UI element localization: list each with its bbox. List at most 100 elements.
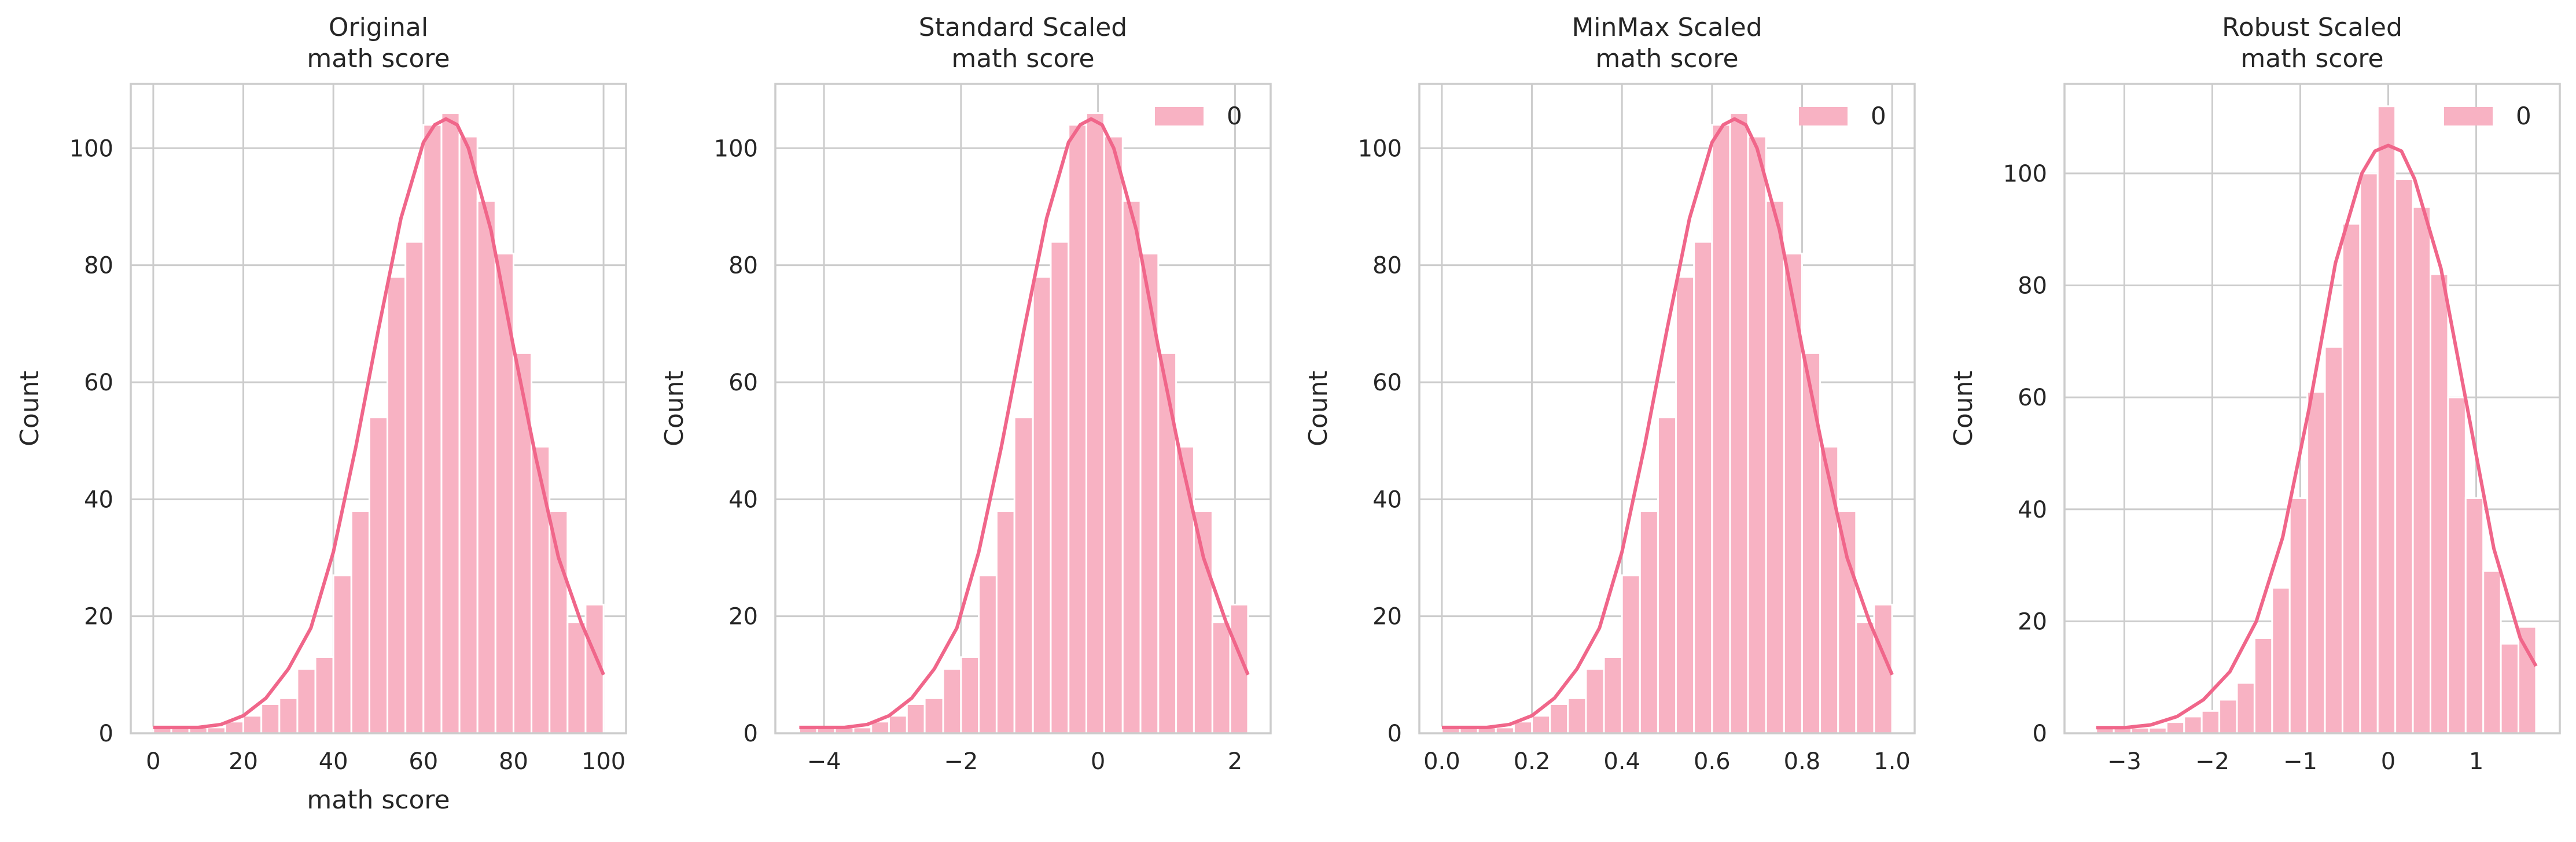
histogram-bar — [2359, 172, 2379, 734]
histogram-bar — [2447, 396, 2467, 734]
histogram-bar — [1567, 697, 1587, 734]
legend: 0 — [1155, 102, 1242, 130]
legend-swatch — [1155, 107, 1204, 125]
x-tick-label: 60 — [409, 748, 438, 775]
histogram-bar — [1068, 124, 1088, 734]
x-tick-label: 0 — [146, 748, 160, 775]
histogram-bar — [1765, 200, 1785, 734]
histogram-bar — [2518, 626, 2537, 734]
histogram-bar — [1211, 621, 1231, 734]
histogram-bar — [314, 656, 334, 734]
histogram-bar — [422, 124, 443, 734]
histogram-bar — [1603, 656, 1623, 734]
histogram-bar — [368, 416, 389, 734]
histogram-bar — [1032, 276, 1052, 734]
histogram-bar — [1175, 445, 1195, 734]
y-tick-label: 60 — [2018, 385, 2047, 411]
histogram-bar — [1855, 621, 1875, 734]
histogram-bar — [566, 621, 587, 734]
histogram-bar — [2253, 637, 2273, 734]
histogram-bar — [512, 352, 533, 734]
x-tick-label: 0 — [2381, 748, 2395, 775]
histogram-bar — [2236, 682, 2255, 734]
histogram-bar — [1585, 668, 1605, 734]
chart-title-line: math score — [1595, 44, 1738, 73]
y-tick-label: 80 — [1372, 253, 1402, 279]
y-axis-label: Count — [1304, 371, 1333, 446]
x-tick-label: 100 — [582, 748, 625, 775]
histogram-bar — [1675, 276, 1695, 734]
legend-swatch — [2444, 107, 2493, 125]
y-tick-label: 40 — [84, 486, 113, 513]
y-tick-label: 100 — [2003, 161, 2047, 187]
chart-title-line: Standard Scaled — [919, 13, 1127, 42]
histogram-bar — [1103, 135, 1124, 734]
y-tick-label: 0 — [99, 721, 113, 747]
histogram-bar — [888, 715, 908, 734]
x-tick-label: 20 — [229, 748, 258, 775]
chart-title-line: math score — [307, 44, 450, 73]
histogram-bar — [1531, 715, 1551, 734]
y-tick-label: 20 — [1372, 604, 1402, 630]
histogram-bar — [531, 445, 551, 734]
histogram-bar — [1085, 112, 1105, 734]
histogram-bar — [2306, 390, 2326, 734]
axes-frame — [130, 83, 627, 734]
histogram-bar — [260, 703, 281, 734]
x-tick-label: 1.0 — [1874, 748, 1911, 775]
histogram-bar — [404, 241, 425, 734]
histogram-bar — [296, 668, 317, 734]
x-tick-label: −2 — [944, 748, 978, 775]
y-tick-label: 0 — [744, 721, 758, 747]
legend: 0 — [2444, 102, 2531, 130]
chart-title-line: math score — [951, 44, 1094, 73]
kde-line — [1441, 117, 1894, 729]
histogram-bar — [960, 656, 980, 734]
chart-title: Standard Scaled math score — [919, 13, 1127, 73]
x-axis-label: math score — [307, 785, 450, 815]
x-tick-label: −4 — [807, 748, 841, 775]
histogram-bar — [549, 510, 569, 734]
histogram-bar — [1837, 510, 1857, 734]
histogram-bar — [2218, 699, 2238, 734]
y-tick-label: 0 — [2033, 721, 2047, 747]
y-tick-label: 20 — [84, 604, 113, 630]
histogram-bar — [2412, 206, 2431, 734]
chart-title-line: Robust Scaled — [2222, 13, 2402, 42]
histogram-bar — [2394, 178, 2414, 734]
x-tick-label: 0.8 — [1784, 748, 1821, 775]
x-tick-label: 0 — [1091, 748, 1105, 775]
axes-frame — [1418, 83, 1916, 734]
y-tick-label: 20 — [2018, 608, 2047, 635]
histogram-bar — [387, 276, 407, 734]
kde-line — [2096, 143, 2538, 730]
histogram-bar — [1639, 510, 1659, 734]
histogram-bar — [1621, 574, 1641, 734]
histogram-bar — [2464, 497, 2485, 734]
y-tick-label: 100 — [714, 135, 758, 162]
histogram-bar — [2429, 273, 2449, 734]
histogram-bar — [2183, 715, 2203, 734]
chart-title-line: Original — [329, 13, 428, 42]
histogram-bar — [1121, 200, 1142, 734]
histogram-bar — [476, 200, 496, 734]
legend-label: 0 — [2516, 102, 2531, 130]
histogram-bar — [995, 510, 1015, 734]
y-tick-label: 0 — [1388, 721, 1402, 747]
legend-swatch — [1799, 107, 1848, 125]
histogram-bar — [1711, 124, 1731, 734]
kde-line — [153, 117, 605, 729]
y-tick-label: 40 — [728, 486, 758, 513]
chart-title-line: MinMax Scaled — [1572, 13, 1762, 42]
y-axis-label: Count — [15, 371, 45, 446]
x-tick-label: 2 — [1228, 748, 1242, 775]
chart-title: Robust Scaled math score — [2222, 13, 2402, 73]
histogram-bar — [1050, 241, 1070, 734]
legend: 0 — [1799, 102, 1886, 130]
y-tick-label: 80 — [2018, 273, 2047, 300]
histogram-bar — [1657, 416, 1677, 734]
